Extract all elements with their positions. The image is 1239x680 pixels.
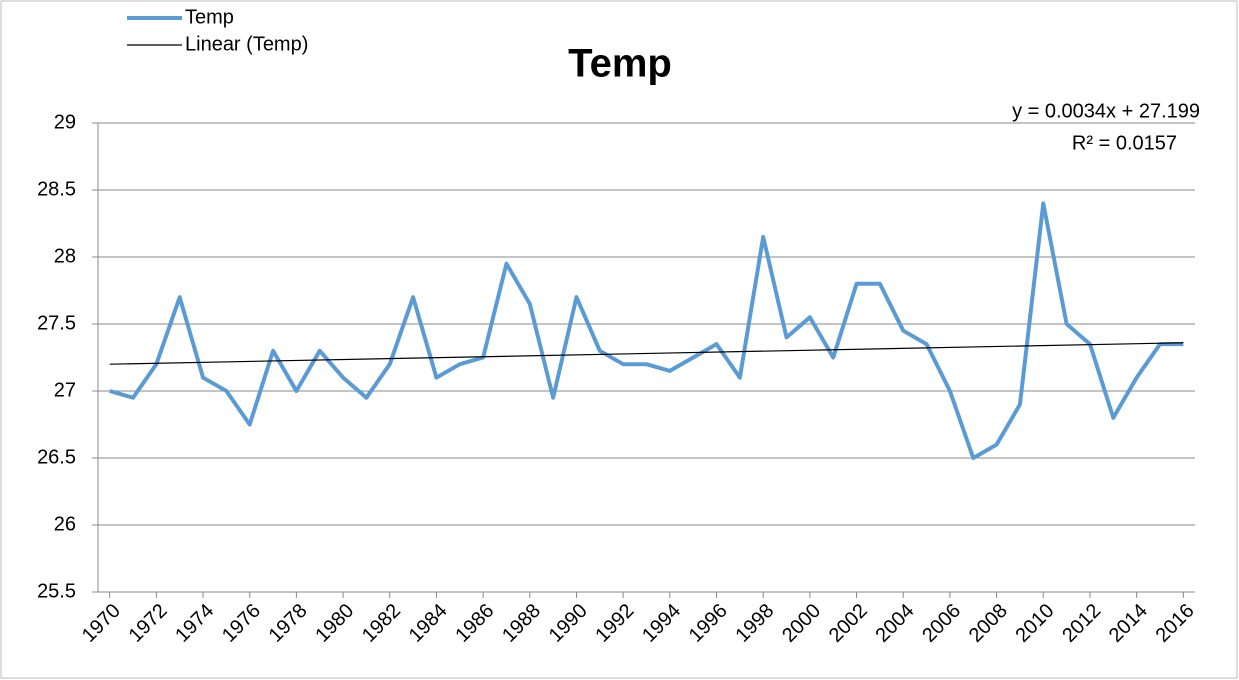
- legend-label: Temp: [185, 6, 234, 28]
- y-tick-label: 29: [54, 111, 76, 133]
- series-line: [109, 201, 1184, 460]
- y-tick-label: 26: [54, 513, 76, 535]
- series-line: [109, 342, 1184, 365]
- annotation: R² = 0.0157: [1072, 132, 1177, 154]
- y-tick-label: 28.5: [37, 178, 76, 200]
- y-tick-label: 28: [54, 245, 76, 267]
- annotation: y = 0.0034x + 27.199: [1012, 100, 1200, 122]
- legend-label: Linear (Temp): [185, 33, 308, 55]
- y-tick-label: 27: [54, 379, 76, 401]
- y-tick-label: 27.5: [37, 312, 76, 334]
- y-tick-label: 26.5: [37, 446, 76, 468]
- chart-title: Temp: [568, 42, 672, 86]
- y-tick-label: 25.5: [37, 580, 76, 602]
